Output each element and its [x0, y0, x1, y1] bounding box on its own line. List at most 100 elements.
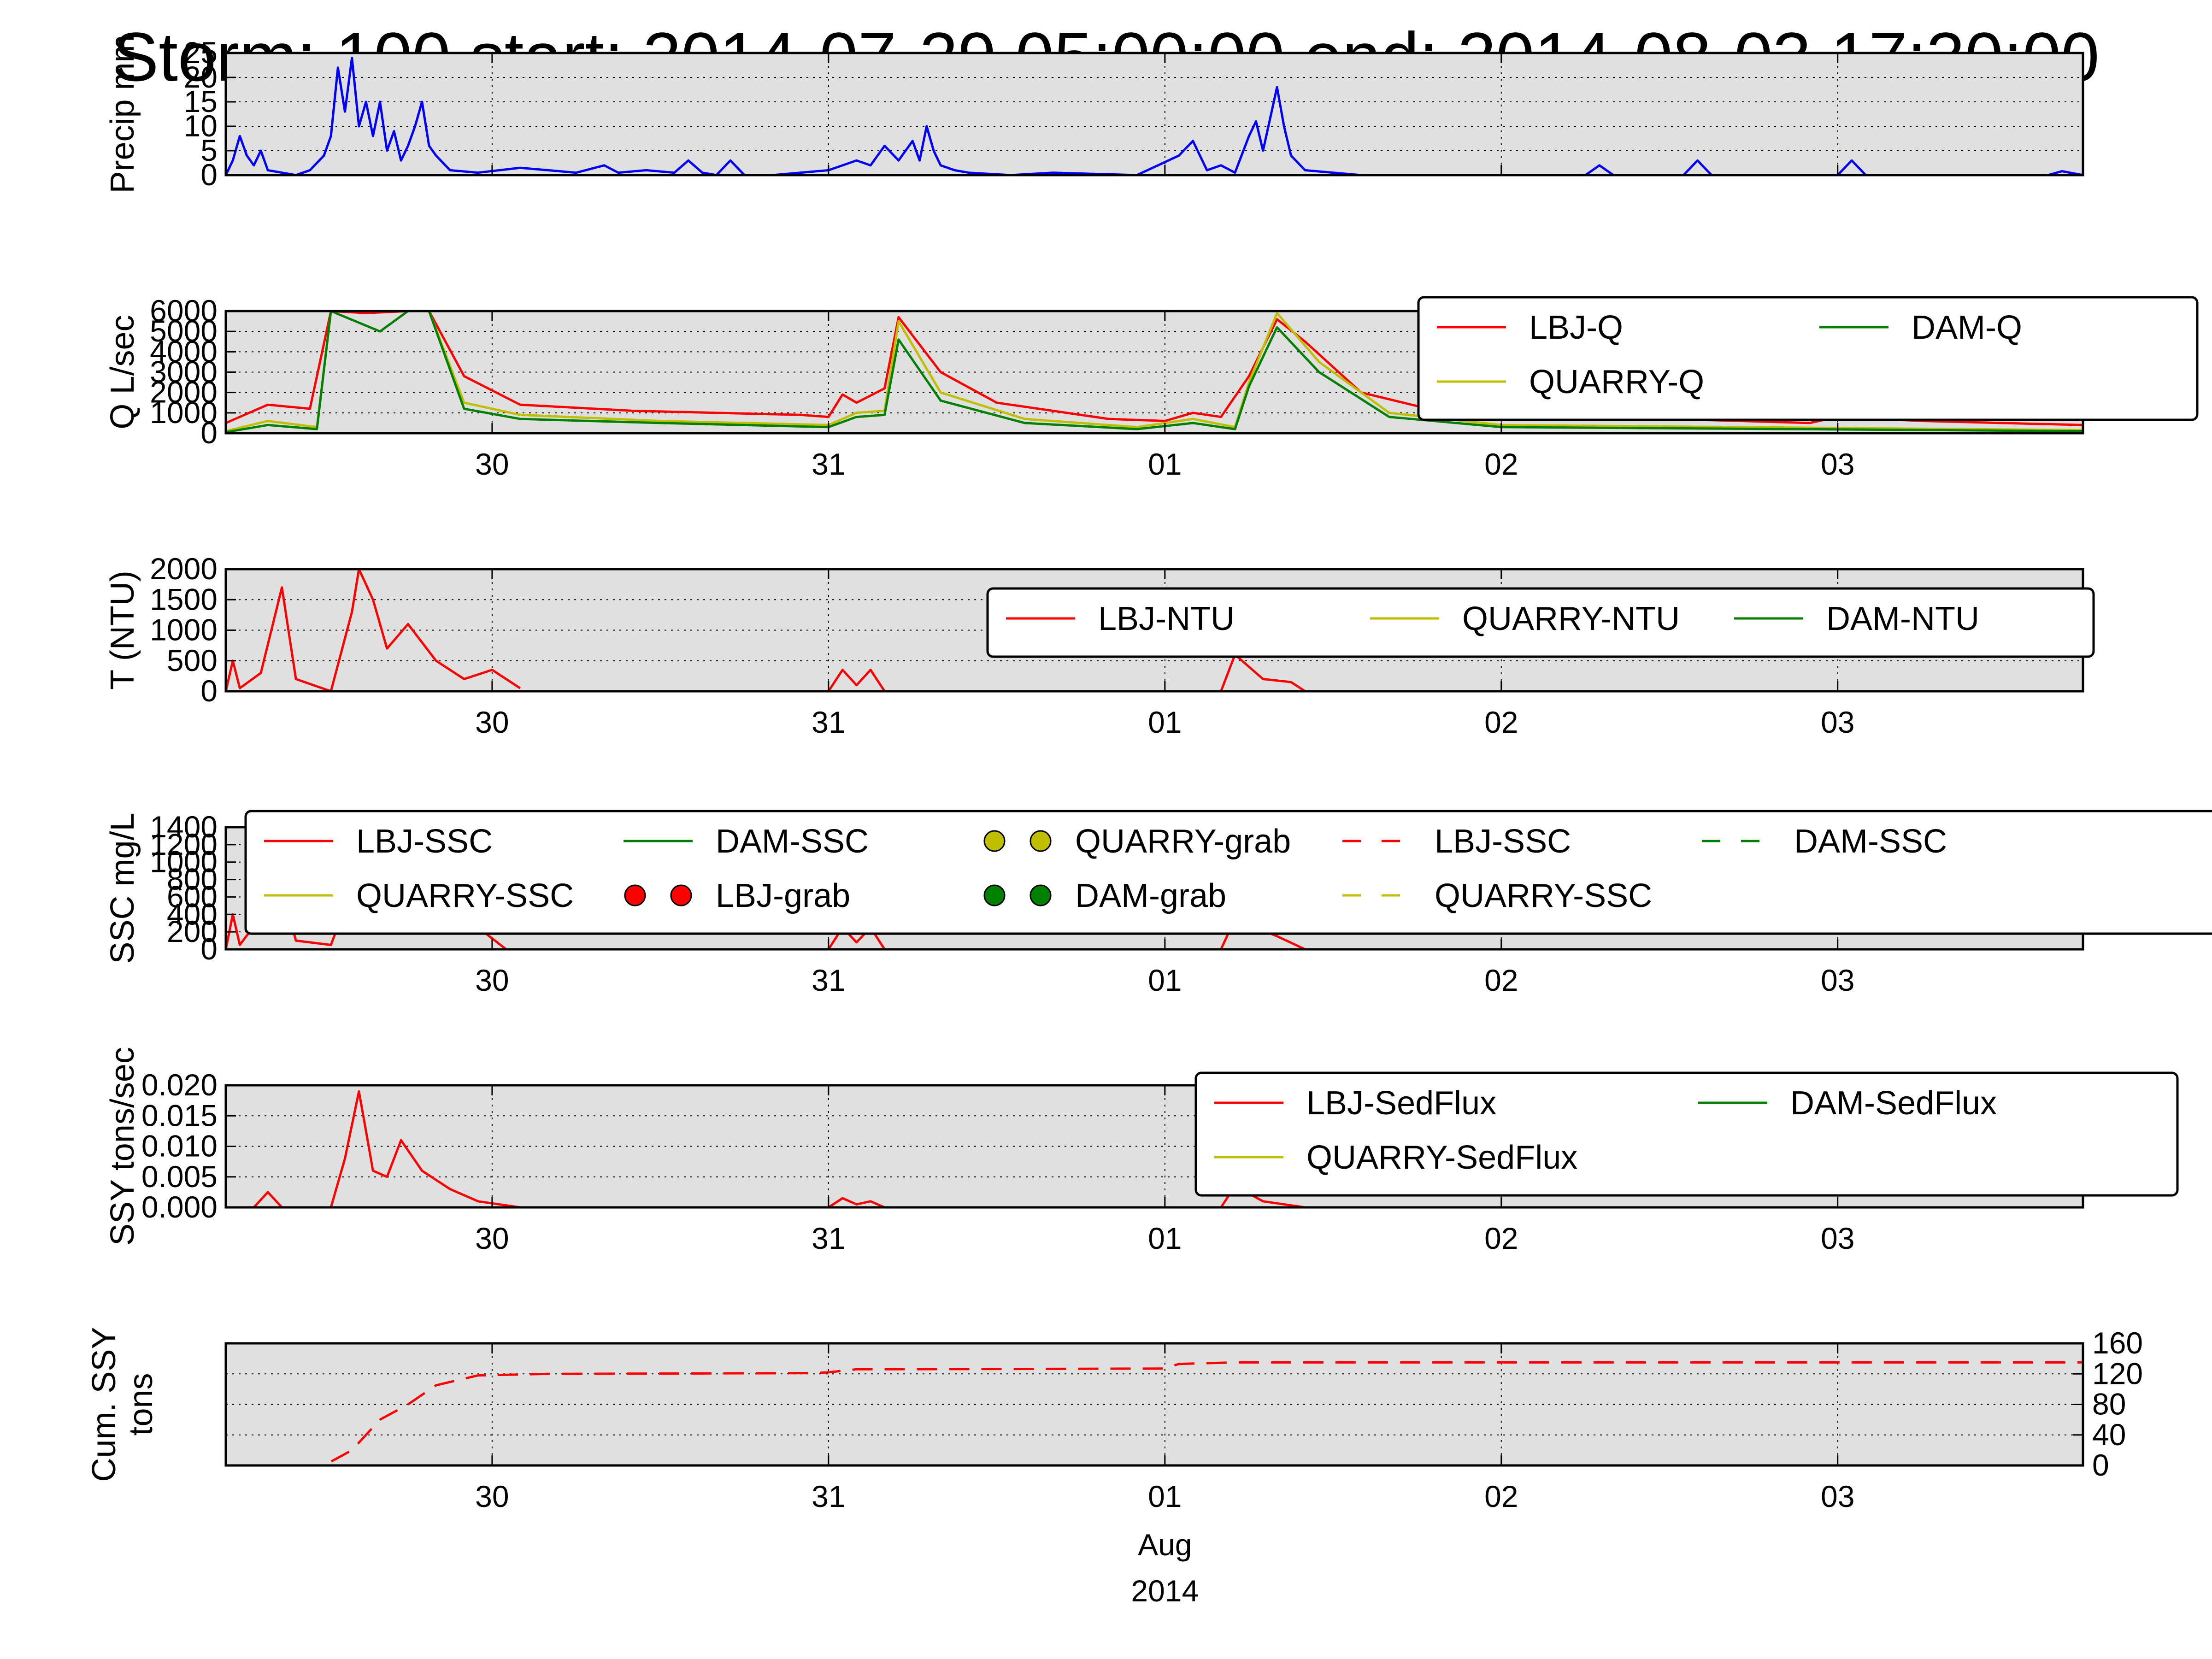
x-tick-label: 30	[475, 705, 509, 739]
y-tick-label: 0.010	[141, 1129, 218, 1163]
x-axis-year-label: 2014	[1131, 1574, 1199, 1608]
legend-box	[986, 587, 2095, 658]
y-tick-label: 15	[184, 84, 218, 118]
y-tick-label: 0.020	[141, 1068, 218, 1102]
y-tick-label: 40	[2092, 1418, 2126, 1452]
x-tick-label: 01	[1148, 447, 1182, 481]
x-tick-label: 02	[1484, 963, 1518, 997]
y-tick-label: 0	[200, 932, 218, 966]
series-line-turbidity-2	[1220, 653, 1306, 693]
x-tick-label: 31	[812, 963, 845, 997]
legend-label: QUARRY-Q	[1529, 364, 1704, 400]
series-line-sedflux-1	[828, 1197, 885, 1209]
y-tick-label: 10	[184, 109, 218, 143]
x-tick-label: 03	[1821, 447, 1854, 481]
legend-label: QUARRY-NTU	[1462, 600, 1680, 637]
x-tick-label: 30	[475, 1221, 509, 1255]
y-tick-label: 1400	[150, 810, 218, 844]
x-tick-label: 31	[812, 1221, 845, 1255]
x-tick-label: 01	[1148, 1221, 1182, 1255]
legend-label: QUARRY-SedFlux	[1306, 1139, 1577, 1176]
y-tick-label: 5	[200, 133, 218, 167]
x-tick-label: 30	[475, 1479, 509, 1513]
x-tick-label: 02	[1484, 1479, 1518, 1513]
legend-label: QUARRY-grab	[1075, 823, 1291, 860]
y-tick-label: 1000	[150, 845, 218, 879]
series-line-cumulative-0	[268, 1361, 2083, 1467]
y-tick-label: 200	[167, 914, 218, 948]
y-tick-label: 160	[2092, 1326, 2143, 1360]
y-axis-label: SSC mg/L	[104, 812, 141, 964]
y-tick-label: 0	[200, 674, 218, 708]
legend-label: LBJ-SSC	[356, 823, 493, 860]
y-tick-label: 0	[200, 158, 218, 192]
plot-area-background	[226, 53, 2083, 175]
x-axis-month-label: Aug	[1138, 1528, 1192, 1562]
x-tick-label: 03	[1821, 1221, 1854, 1255]
gridlines	[226, 53, 2083, 175]
y-tick-label: 0	[200, 416, 218, 450]
x-tick-label: 02	[1484, 705, 1518, 739]
legend-label: LBJ-grab	[716, 877, 850, 914]
legend-label: LBJ-Q	[1529, 309, 1623, 346]
x-tick-label: 30	[475, 447, 509, 481]
x-tick-label: 01	[1148, 705, 1182, 739]
y-tick-label: 3000	[150, 355, 218, 389]
legend-marker	[1030, 830, 1052, 852]
x-tick-label: 01	[1148, 1479, 1182, 1513]
y-tick-label: 600	[167, 879, 218, 913]
y-axis-label: Cum. SSY	[86, 1327, 123, 1482]
x-tick-label: 31	[812, 1479, 845, 1513]
legend-label: LBJ-SSC	[1435, 823, 1571, 860]
legend-label: QUARRY-SSC	[1435, 877, 1652, 914]
legend-marker	[983, 884, 1006, 906]
legend-marker	[624, 884, 646, 906]
y-tick-label: 2000	[150, 375, 218, 409]
y-axis-label: Precip mm	[104, 35, 141, 193]
y-tick-label: 1200	[150, 827, 218, 861]
series-line-precip-0	[224, 57, 2083, 176]
y-tick-label: 1000	[150, 613, 218, 647]
series-line-turbidity-0	[224, 568, 521, 693]
legend-label: LBJ-NTU	[1098, 600, 1235, 637]
legend-sedflux: LBJ-SedFlux QUARRY-SedFlux DAM-SedFlux	[1194, 1071, 2179, 1197]
legend-marker	[670, 884, 692, 906]
y-axis-label: T (NTU)	[104, 571, 141, 690]
legend-marker	[983, 830, 1006, 852]
x-tick-label: 30	[475, 963, 509, 997]
legend-label: DAM-grab	[1075, 877, 1226, 914]
y-tick-label: 1500	[150, 582, 218, 616]
legend-label: DAM-SSC	[716, 823, 869, 860]
legend-label: QUARRY-SSC	[356, 877, 574, 914]
x-tick-label: 31	[812, 447, 845, 481]
y-tick-label: 120	[2092, 1356, 2143, 1390]
x-tick-label: 02	[1484, 447, 1518, 481]
legend-label: DAM-SSC	[1794, 823, 1947, 860]
legend-discharge: LBJ-Q QUARRY-Q DAM-Q	[1417, 296, 2199, 421]
y-tick-label: 500	[167, 643, 218, 677]
y-tick-label: 400	[167, 897, 218, 931]
x-tick-label: 03	[1821, 1479, 1854, 1513]
x-tick-label: 01	[1148, 963, 1182, 997]
legend-turbidity: LBJ-NTU QUARRY-NTU DAM-NTU	[986, 587, 2095, 658]
y-tick-label: 2000	[150, 552, 218, 586]
x-tick-label: 03	[1821, 705, 1854, 739]
series-line-discharge-2	[225, 310, 2083, 434]
legend-box	[1194, 1071, 2179, 1197]
series-line-sedflux-0	[226, 1090, 521, 1209]
y-tick-label: 0.015	[141, 1098, 218, 1132]
plot-frame	[224, 52, 2084, 176]
y-tick-label: 800	[167, 862, 218, 896]
x-tick-label: 31	[812, 705, 845, 739]
legend-label: DAM-SedFlux	[1790, 1085, 1997, 1122]
legend-ssc: LBJ-SSC QUARRY-SSC DAM-SSC LBJ-grab QUARRY-g…	[244, 810, 2212, 935]
plot-area-background	[226, 1343, 2083, 1465]
y-axis-label: SSY tons/sec	[104, 1047, 141, 1246]
